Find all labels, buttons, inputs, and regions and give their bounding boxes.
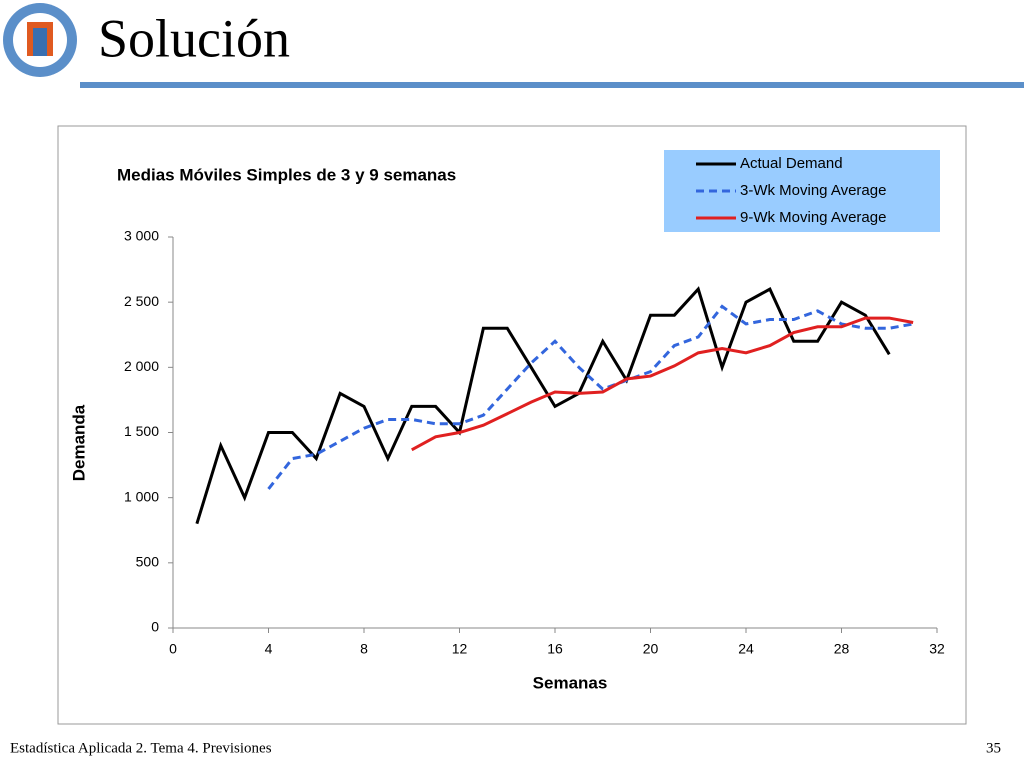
chart-title: Medias Móviles Simples de 3 y 9 semanas (117, 165, 456, 184)
page-number: 35 (986, 740, 1001, 756)
series-line (267, 304, 914, 490)
x-tick-label: 20 (643, 641, 659, 657)
x-axis-label: Semanas (533, 673, 608, 692)
legend-label: 9-Wk Moving Average (740, 209, 886, 226)
footer: Estadística Aplicada 2. Tema 4. Previsio… (10, 740, 272, 756)
legend-label: Actual Demand (740, 155, 843, 172)
y-tick-label: 3 000 (124, 228, 159, 244)
x-tick-label: 0 (169, 641, 177, 657)
y-tick-label: 1 500 (124, 423, 159, 439)
y-tick-label: 1 000 (124, 488, 159, 504)
x-tick-label: 4 (265, 641, 273, 657)
x-tick-label: 12 (452, 641, 468, 657)
header-rule (80, 82, 1024, 88)
y-tick-label: 2 500 (124, 293, 159, 309)
x-tick-label: 24 (738, 641, 754, 657)
y-tick-label: 2 000 (124, 358, 159, 374)
legend-label: 3-Wk Moving Average (740, 182, 886, 199)
x-tick-label: 28 (834, 641, 850, 657)
y-axis-label: Demanda (69, 404, 88, 481)
y-tick-label: 500 (136, 554, 160, 570)
x-tick-label: 32 (929, 641, 945, 657)
series-line (411, 316, 914, 452)
y-tick-label: 0 (151, 619, 159, 635)
slide-title: Solución (98, 8, 290, 68)
x-tick-label: 16 (547, 641, 563, 657)
x-tick-label: 8 (360, 641, 368, 657)
logo (3, 3, 77, 77)
